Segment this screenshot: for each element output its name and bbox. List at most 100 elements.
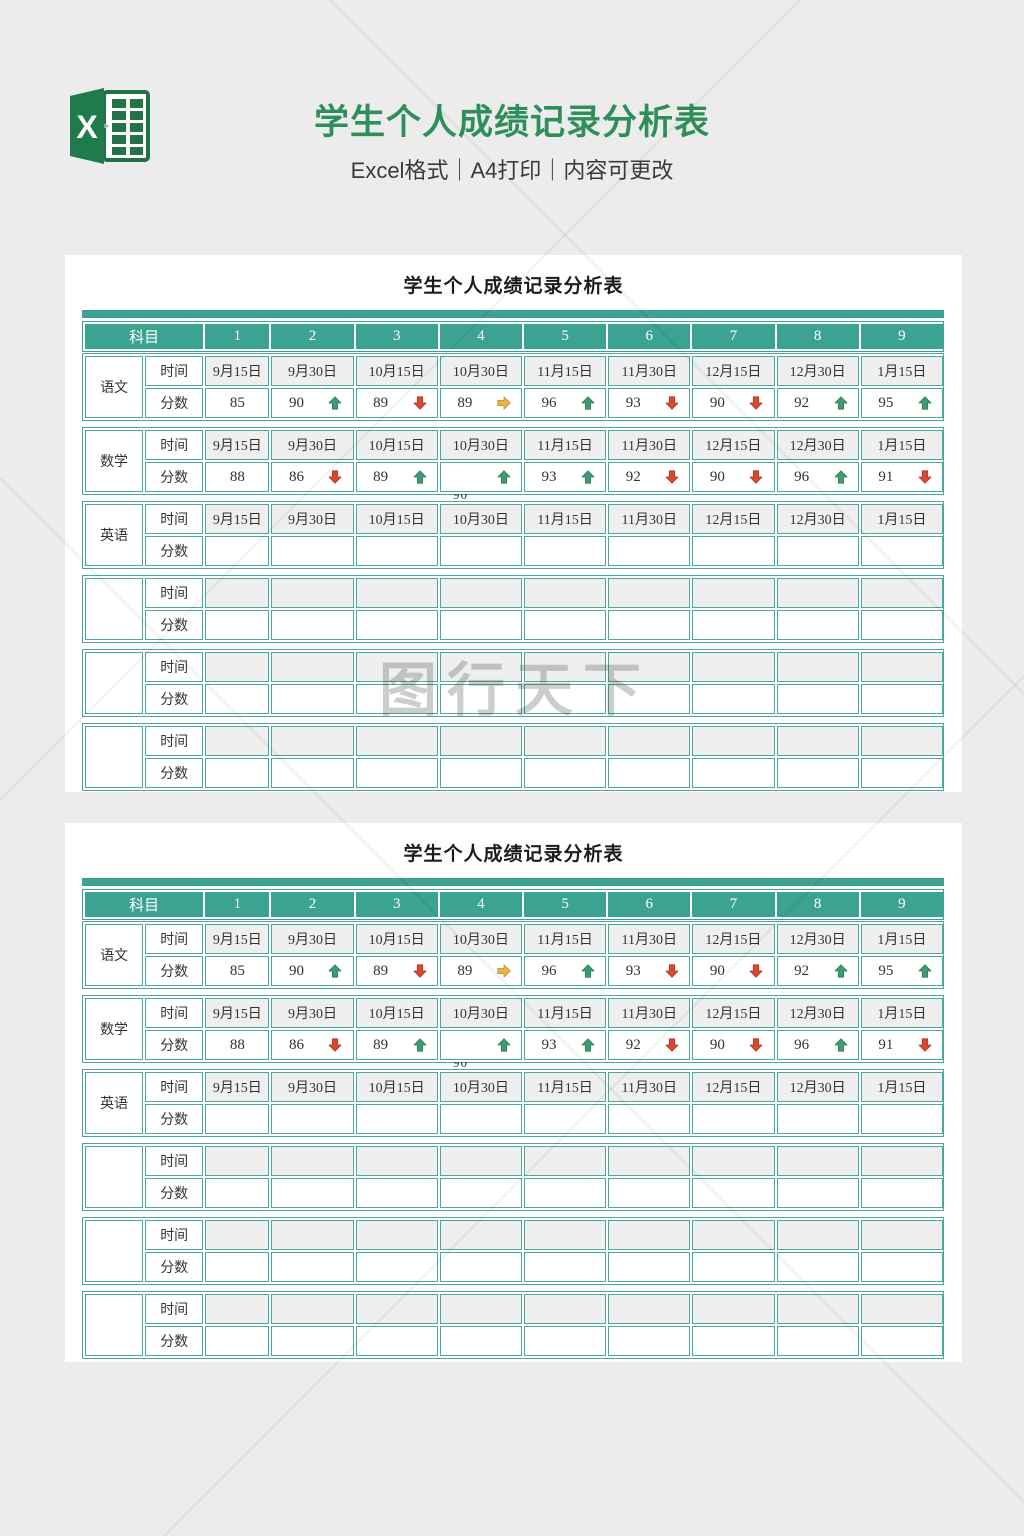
date-cell: 9月30日: [271, 998, 354, 1028]
score-value: 96: [541, 962, 557, 979]
score-cell: [608, 684, 691, 714]
subject-cell: 语文: [85, 924, 144, 986]
date-cell: 9月15日: [205, 998, 270, 1028]
time-row-label: 时间: [145, 652, 204, 682]
score-cell: [860, 758, 943, 788]
score-value: 85: [229, 394, 245, 411]
score-value: 96: [794, 1036, 810, 1053]
excel-logo-icon: X: [68, 86, 152, 166]
score-cell: 89: [439, 388, 522, 418]
date-cell: [439, 1146, 522, 1176]
subject-group-table: 语文 时间 9月15日 9月30日 10月15日 10月30日 11月15日 11月30日 12…: [83, 922, 945, 988]
trend-down-icon: [413, 964, 427, 978]
date-cell: [205, 1294, 270, 1324]
score-value: 90: [288, 394, 304, 411]
date-cell: 12月15日: [692, 1072, 775, 1102]
trend-down-icon: [413, 396, 427, 410]
date-cell: [355, 1146, 438, 1176]
column-header-cell: 8: [776, 324, 859, 349]
score-cell: [860, 536, 943, 566]
date-cell: [205, 578, 270, 608]
score-row: 分数 85 90 89 89 96 93 90 92 95: [85, 956, 943, 986]
subject-group: 英语 时间 9月15日 9月30日 10月15日 10月30日 11月15日 11月30日 12…: [82, 1069, 944, 1137]
score-cell: 89: [355, 956, 438, 986]
score-cell: [523, 536, 607, 566]
date-cell: 11月30日: [608, 504, 691, 534]
score-cell: 92: [776, 956, 859, 986]
column-header-cell: 6: [608, 892, 691, 917]
score-value: 90: [288, 962, 304, 979]
score-cell: [608, 1178, 691, 1208]
subject-group-table: 时间 分数: [83, 576, 945, 642]
time-row: 英语 时间 9月15日 9月30日 10月15日 10月30日 11月15日 11月30日 12…: [85, 504, 943, 566]
date-cell: [271, 1220, 354, 1250]
trend-down-icon: [749, 1038, 763, 1052]
score-cell: [439, 610, 522, 640]
trend-down-icon: [749, 470, 763, 484]
score-cell: [523, 758, 607, 788]
date-cell: [439, 652, 522, 682]
clipped-score-artifact: 90: [453, 1062, 468, 1070]
subject-cell: [85, 652, 144, 714]
score-cell: [271, 610, 354, 640]
date-cell: 10月30日: [439, 924, 522, 954]
score-cell: [692, 1252, 775, 1282]
score-cell: [608, 536, 691, 566]
trend-up-icon: [581, 396, 595, 410]
column-header-cell: 7: [692, 892, 775, 917]
trend-up-icon: [413, 470, 427, 484]
score-cell: [355, 684, 438, 714]
score-cell: [776, 684, 859, 714]
date-cell: [608, 578, 691, 608]
score-cell: [271, 1178, 354, 1208]
score-row: 分数 88 86 89 93 92 90 96 91: [85, 1030, 943, 1060]
date-cell: 12月30日: [776, 430, 859, 460]
score-row-label: 分数: [145, 758, 204, 788]
score-cell: [692, 1104, 775, 1134]
date-cell: 11月15日: [523, 504, 607, 534]
score-cell: [776, 1104, 859, 1134]
trend-up-icon: [834, 1038, 848, 1052]
score-cell: 89: [355, 462, 438, 492]
score-cell: [776, 610, 859, 640]
subject-cell: [85, 1220, 144, 1282]
time-row: 英语 时间 9月15日 9月30日 10月15日 10月30日 11月15日 11月30日 12…: [85, 1072, 943, 1134]
score-cell: 90: [692, 388, 775, 418]
score-cell: [205, 610, 270, 640]
trend-up-icon: [834, 964, 848, 978]
date-cell: [271, 652, 354, 682]
date-cell: 9月15日: [205, 1072, 270, 1102]
score-cell: [608, 1104, 691, 1134]
score-cell: [205, 684, 270, 714]
column-header-cell: 7: [692, 324, 775, 349]
corner-header-cell: 科目: [85, 324, 204, 349]
subject-group-table: 时间 分数: [83, 1292, 945, 1358]
date-cell: 12月30日: [776, 924, 859, 954]
time-row: 语文 时间 9月15日 9月30日 10月15日 10月30日 11月15日 11月30日 12…: [85, 356, 943, 418]
date-cell: [692, 652, 775, 682]
date-cell: 12月15日: [692, 504, 775, 534]
date-cell: [523, 1146, 607, 1176]
score-cell: 93: [523, 462, 607, 492]
time-row-label: 时间: [145, 356, 204, 386]
trend-up-icon: [918, 964, 932, 978]
score-row: 分数: [85, 1252, 943, 1282]
date-cell: [271, 578, 354, 608]
date-cell: 9月30日: [271, 924, 354, 954]
column-header-cell: 3: [355, 324, 438, 349]
trend-up-icon: [918, 396, 932, 410]
score-cell: [523, 1252, 607, 1282]
score-cell: [692, 684, 775, 714]
column-header-cell: 8: [776, 892, 859, 917]
score-cell: [439, 1326, 522, 1356]
date-cell: 11月15日: [523, 356, 607, 386]
score-row-label: 分数: [145, 1030, 204, 1060]
subject-cell: 英语: [85, 1072, 144, 1134]
time-row-label: 时间: [145, 1146, 204, 1176]
subject-cell: [85, 1294, 144, 1356]
time-row: 数学 时间 9月15日 9月30日 10月15日 10月30日 11月15日 11月30日 12…: [85, 430, 943, 492]
score-cell: [523, 1104, 607, 1134]
header-table: 科目 1 2 3 4 5 6 7 8 9: [83, 322, 945, 351]
score-cell: [860, 684, 943, 714]
date-cell: 11月15日: [523, 998, 607, 1028]
